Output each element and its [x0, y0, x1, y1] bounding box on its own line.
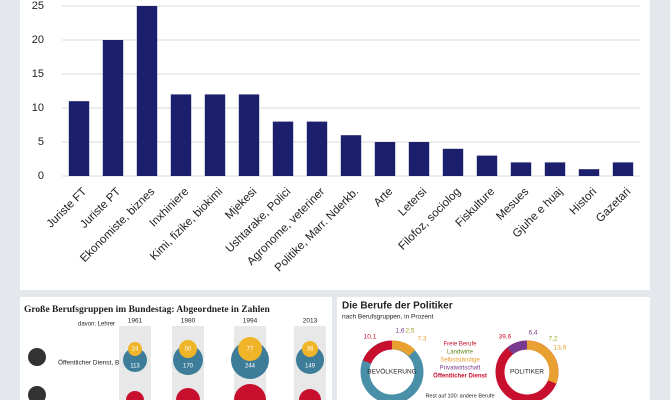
number: 149: [305, 364, 316, 370]
number: 170: [183, 364, 194, 370]
circle: [128, 342, 142, 356]
year: 1980: [181, 318, 196, 325]
donut-label: POLITIKER: [510, 369, 544, 376]
year: 1994: [243, 318, 258, 325]
donut-number: 1,6: [395, 328, 404, 335]
year: 2013: [303, 318, 318, 325]
donut-segment: [362, 340, 393, 364]
donut-label: BEVÖLKERUNG: [367, 368, 417, 376]
bar: [170, 94, 192, 176]
number: 244: [245, 364, 256, 370]
circle: [296, 346, 324, 374]
number: 50: [185, 347, 192, 353]
bar: [612, 162, 634, 176]
bar: [68, 101, 90, 176]
circle: [179, 340, 197, 358]
donut-number: 39,6: [499, 334, 512, 341]
donut-number: 7,2: [548, 336, 557, 343]
y-tick-label: 15: [32, 68, 44, 80]
y-tick-label: 0: [38, 170, 44, 182]
donut-number: 2,5: [405, 328, 414, 335]
bar: [374, 142, 396, 176]
legend-entry: Landwirte: [447, 350, 474, 356]
donut-number: 10,1: [364, 334, 377, 341]
bar: [204, 94, 226, 176]
donut-number: 7,3: [417, 336, 426, 343]
year: 1961: [128, 318, 143, 325]
bar: [442, 148, 464, 176]
number: 36: [307, 347, 314, 353]
number: 113: [130, 364, 140, 370]
number: 77: [247, 347, 254, 353]
row-label: davon: Lehrer: [78, 322, 115, 328]
bar: [238, 94, 260, 176]
circle: [123, 348, 147, 372]
circle: [302, 341, 318, 357]
donut-number: 6,4: [528, 330, 537, 337]
donut-number: 13,9: [554, 345, 567, 352]
note: Rest auf 100: andere Berufe: [425, 393, 494, 399]
legend-entry: Privatwirtschaft: [440, 366, 481, 372]
donut-segment: [507, 340, 528, 355]
y-tick-label: 5: [38, 136, 44, 148]
y-tick-label: 25: [32, 0, 44, 12]
inset-title: Die Berufe der Politiker: [342, 301, 453, 312]
donut-segment: [391, 340, 416, 357]
bar: [136, 6, 158, 176]
bar: [510, 162, 532, 176]
bar: [340, 135, 362, 176]
bar: [272, 121, 294, 176]
number: 24: [132, 347, 139, 353]
y-tick-label: 10: [32, 102, 44, 114]
inset-subtitle: nach Berufsgruppen, in Prozent: [342, 314, 434, 321]
bar: [408, 142, 430, 176]
chart-panel: [20, 0, 650, 290]
row-label: Öffentlicher Dienst, Beamte: [58, 359, 138, 367]
circle: [238, 337, 262, 361]
icon: [28, 348, 46, 366]
bar: [306, 121, 328, 176]
legend-entry: Selbstständige: [440, 358, 480, 364]
y-tick-label: 20: [32, 34, 44, 46]
legend-entry: Freie Berufe: [443, 342, 477, 348]
donut-segment: [526, 340, 559, 384]
bar: [102, 40, 124, 176]
inset-title: Große Berufsgruppen im Bundestag: Abgeor…: [24, 305, 271, 315]
bar: [544, 162, 566, 176]
bar: [476, 155, 498, 176]
legend-entry: Öffentlicher Dienst: [433, 373, 487, 380]
bar: [578, 169, 600, 176]
